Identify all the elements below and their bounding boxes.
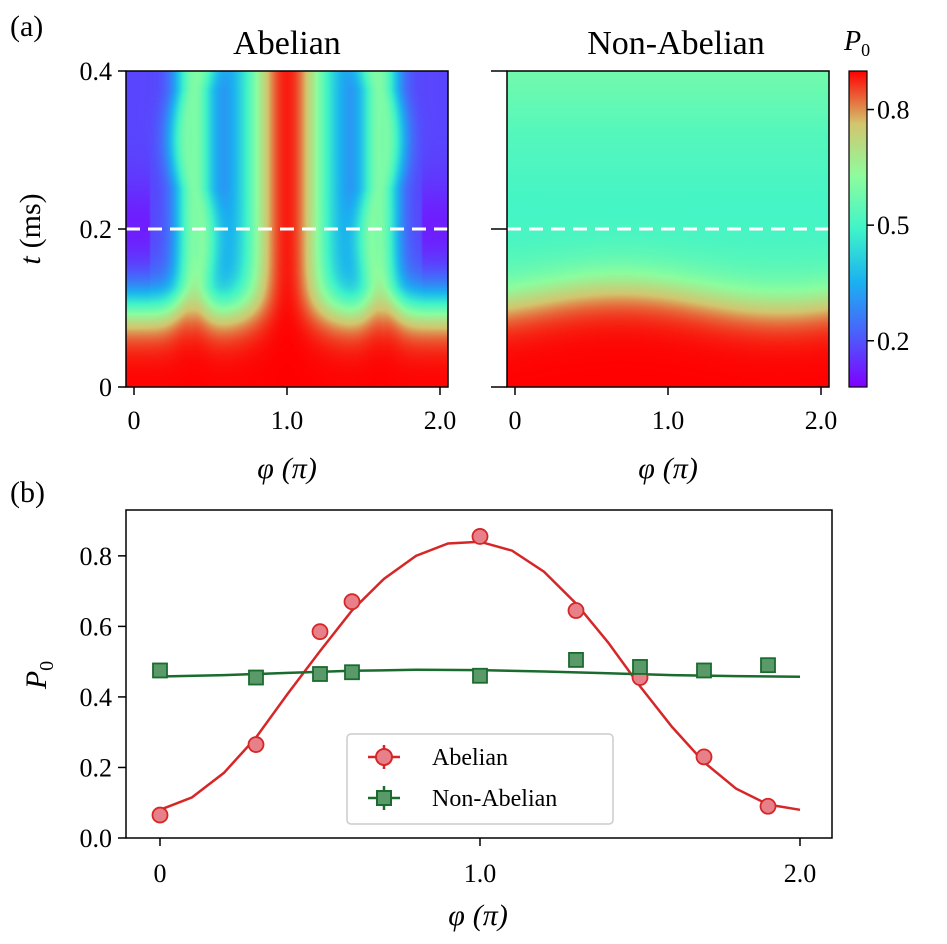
data-point-abelian: [567, 602, 585, 619]
data-point-abelian: [759, 797, 777, 815]
panel-a-label: (a): [10, 10, 43, 43]
data-point-abelian: [471, 528, 489, 545]
legend-abelian-label: Abelian: [432, 745, 508, 771]
data-point-non-abelian: [568, 651, 584, 668]
xlabel-unit: (π): [473, 899, 508, 932]
heatmap-non-abelian-xlabel: φ (π): [638, 452, 698, 485]
y-tick-label: 0.2: [80, 215, 113, 244]
y-tick-label: 0.4: [80, 57, 113, 86]
data-point-non-abelian: [152, 662, 168, 679]
xlabel-unit: (π): [663, 452, 698, 485]
y-tick-label: 0.2: [80, 753, 113, 782]
colorbar-tick-label: 0.5: [877, 211, 910, 240]
data-point-abelian: [695, 748, 713, 766]
legend-non-abelian-marker: [376, 790, 392, 806]
x-tick-label: 2.0: [805, 406, 838, 435]
data-point-non-abelian: [344, 664, 360, 681]
ylabel-unit: (ms): [14, 193, 47, 248]
data-point-abelian: [343, 593, 361, 611]
scatter-ylabel-main: P: [20, 671, 53, 690]
data-point-abelian: [151, 806, 169, 824]
colorbar-label-main: P: [843, 26, 861, 57]
x-tick-label: 1.0: [271, 406, 304, 435]
legend-non-abelian-label: Non-Abelian: [432, 786, 557, 812]
x-tick-label: 0: [154, 859, 167, 888]
data-points: [151, 528, 777, 824]
data-point-non-abelian: [696, 662, 712, 679]
data-point-non-abelian: [312, 666, 328, 682]
legend-item-abelian: Abelian: [368, 745, 508, 771]
data-point-non-abelian: [760, 657, 776, 674]
ylabel-symbol: t: [14, 256, 47, 265]
xlabel-symbol: φ: [257, 452, 274, 485]
data-point-non-abelian: [248, 669, 264, 686]
y-tick-label: 0: [99, 373, 112, 402]
xlabel-symbol: φ: [638, 452, 655, 485]
data-point-non-abelian: [472, 667, 488, 684]
scatter-ylabel: P0: [20, 661, 58, 690]
heatmap-title-non-abelian: Non-Abelian: [587, 25, 765, 62]
legend-box: [346, 733, 614, 825]
heatmap-abelian-ylabel: t (ms): [14, 193, 47, 264]
scatter-xlabel: φ (π): [448, 899, 508, 932]
legend-item-non-abelian: Non-Abelian: [368, 786, 557, 812]
data-point-non-abelian: [632, 659, 648, 675]
scatter-ticks: 0 1.0 2.0 0.0 0.2 0.4 0.6 0.8: [80, 542, 817, 888]
heatmap-title-abelian: Abelian: [233, 25, 341, 62]
xlabel-symbol: φ: [448, 899, 465, 932]
y-tick-label: 0.0: [80, 824, 113, 853]
data-point-abelian: [247, 736, 265, 753]
x-tick-label: 1.0: [464, 859, 497, 888]
x-tick-label: 0: [128, 406, 141, 435]
legend-abelian-marker: [375, 748, 393, 766]
y-tick-label: 0.6: [80, 612, 113, 641]
x-tick-label: 2.0: [784, 859, 817, 888]
colorbar-ticks: 0.2 0.5 0.8: [867, 96, 910, 356]
xlabel-unit: (π): [282, 452, 317, 485]
panel-b-label: (b): [10, 476, 45, 509]
colorbar-tick-label: 0.2: [877, 327, 910, 356]
heatmap-non-abelian-ticks: 0 1.0 2.0: [491, 70, 838, 435]
colorbar: [848, 70, 868, 388]
y-tick-label: 0.4: [80, 683, 113, 712]
colorbar-label-sub: 0: [861, 40, 870, 60]
x-tick-label: 1.0: [652, 406, 685, 435]
colorbar-label: P0: [843, 26, 870, 60]
x-tick-label: 0: [509, 406, 522, 435]
heatmap-abelian-xlabel: φ (π): [257, 452, 317, 485]
colorbar-tick-label: 0.8: [877, 96, 910, 125]
x-tick-label: 2.0: [424, 406, 457, 435]
legend: Abelian Non-Abelian: [346, 733, 614, 825]
scatter-ylabel-sub: 0: [36, 661, 58, 671]
y-tick-label: 0.8: [80, 542, 113, 571]
scatter-plot-frame: [125, 509, 833, 839]
data-point-abelian: [311, 623, 329, 641]
heatmap-abelian-ticks: 0 1.0 2.0 0 0.2 0.4: [80, 57, 457, 435]
